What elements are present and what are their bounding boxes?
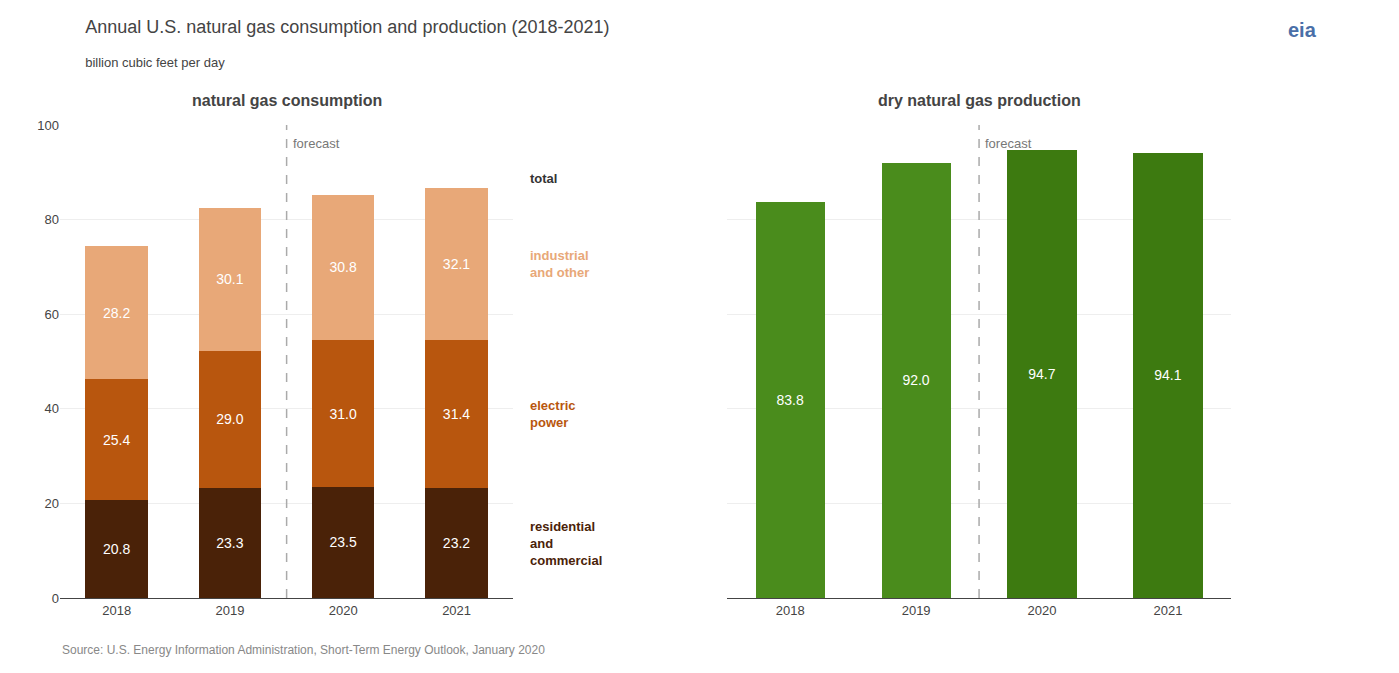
svg-text:94.1: 94.1 bbox=[1154, 367, 1181, 383]
svg-text:2020: 2020 bbox=[329, 603, 358, 618]
svg-text:29.0: 29.0 bbox=[216, 411, 243, 427]
svg-text:0: 0 bbox=[52, 591, 59, 606]
svg-text:40: 40 bbox=[45, 401, 59, 416]
svg-text:forecast: forecast bbox=[985, 136, 1032, 151]
svg-text:32.1: 32.1 bbox=[443, 256, 470, 272]
svg-text:residentialandcommercial: residentialandcommercial bbox=[530, 519, 602, 568]
svg-text:92.0: 92.0 bbox=[902, 372, 929, 388]
svg-text:94.7: 94.7 bbox=[1028, 366, 1055, 382]
svg-text:eia: eia bbox=[1288, 19, 1317, 41]
svg-text:2021: 2021 bbox=[442, 603, 471, 618]
svg-text:100: 100 bbox=[37, 118, 59, 133]
svg-text:60: 60 bbox=[45, 307, 59, 322]
svg-text:31.4: 31.4 bbox=[443, 406, 470, 422]
svg-text:23.3: 23.3 bbox=[216, 535, 243, 551]
svg-text:25.4: 25.4 bbox=[103, 432, 130, 448]
svg-text:83.8: 83.8 bbox=[776, 392, 803, 408]
svg-text:30.1: 30.1 bbox=[216, 271, 243, 287]
svg-text:2018: 2018 bbox=[102, 603, 131, 618]
svg-text:2019: 2019 bbox=[216, 603, 245, 618]
svg-text:20: 20 bbox=[45, 496, 59, 511]
svg-text:30.8: 30.8 bbox=[330, 259, 357, 275]
svg-text:Annual U.S. natural gas consum: Annual U.S. natural gas consumption and … bbox=[85, 17, 609, 37]
svg-text:20.8: 20.8 bbox=[103, 541, 130, 557]
svg-text:electricpower: electricpower bbox=[530, 398, 576, 430]
svg-text:2020: 2020 bbox=[1028, 603, 1057, 618]
svg-text:31.0: 31.0 bbox=[330, 406, 357, 422]
svg-text:Source: U.S. Energy Informatio: Source: U.S. Energy Information Administ… bbox=[62, 643, 545, 657]
svg-text:billion cubic feet per day: billion cubic feet per day bbox=[85, 55, 225, 70]
svg-text:28.2: 28.2 bbox=[103, 305, 130, 321]
svg-text:23.5: 23.5 bbox=[330, 534, 357, 550]
svg-text:dry natural gas production: dry natural gas production bbox=[878, 92, 1081, 109]
svg-text:2018: 2018 bbox=[776, 603, 805, 618]
svg-text:total: total bbox=[530, 171, 557, 186]
svg-text:industrialand other: industrialand other bbox=[530, 248, 589, 280]
svg-text:2021: 2021 bbox=[1153, 603, 1182, 618]
svg-text:2019: 2019 bbox=[902, 603, 931, 618]
svg-text:23.2: 23.2 bbox=[443, 535, 470, 551]
svg-text:natural gas consumption: natural gas consumption bbox=[192, 92, 382, 109]
svg-text:forecast: forecast bbox=[293, 136, 340, 151]
svg-text:80: 80 bbox=[45, 212, 59, 227]
